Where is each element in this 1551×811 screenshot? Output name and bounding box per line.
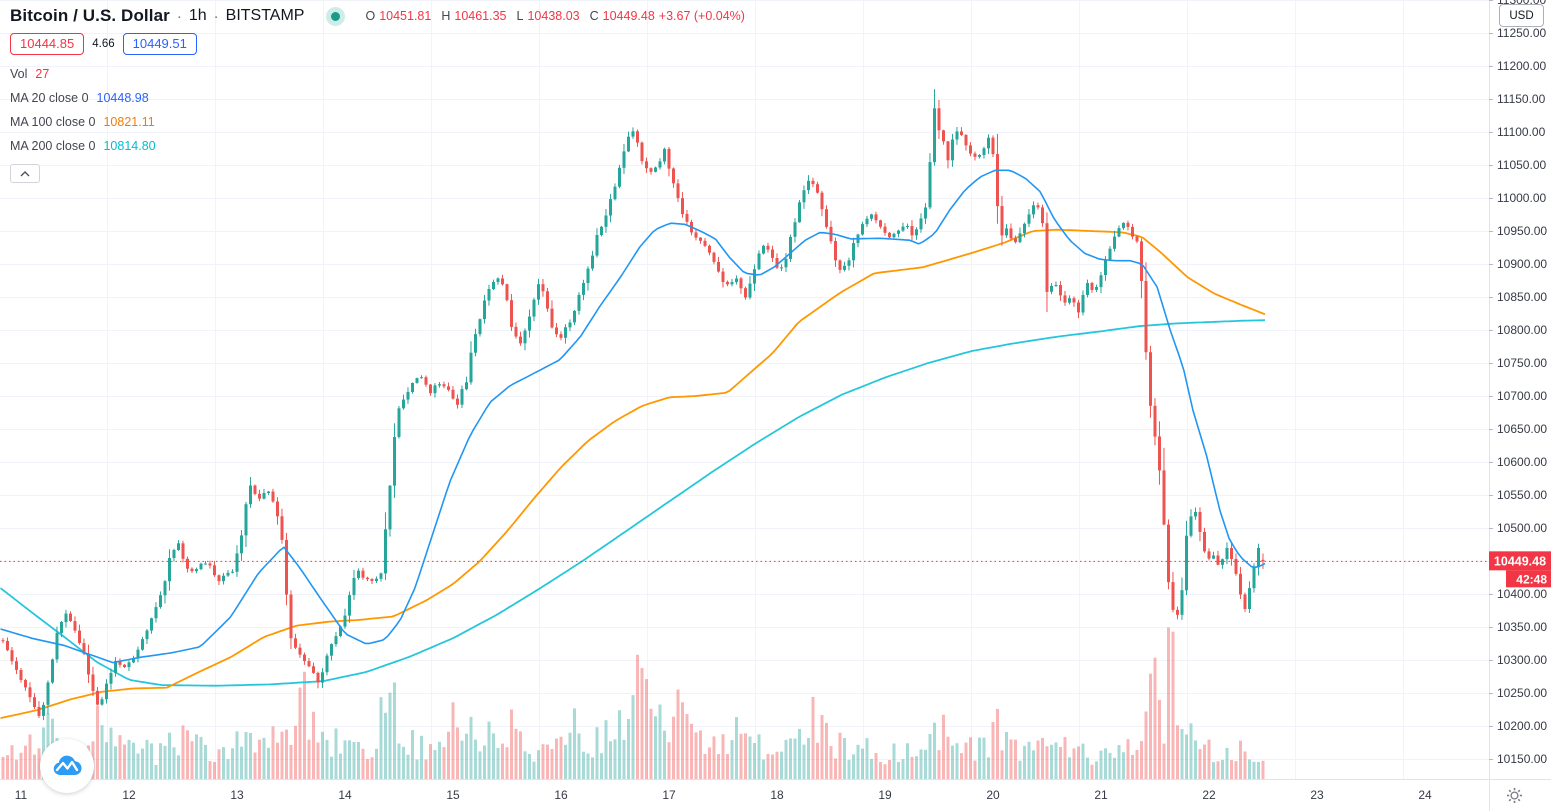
svg-text:11050.00: 11050.00	[1497, 158, 1546, 172]
svg-text:12: 12	[122, 788, 136, 802]
market-status-icon[interactable]	[326, 6, 346, 26]
ma20-line[interactable]	[0, 169, 1266, 664]
svg-text:19: 19	[878, 788, 892, 802]
change-value: +3.67 (+0.04%)	[658, 9, 745, 23]
open-label: O	[365, 9, 376, 23]
countdown-badge	[1506, 570, 1551, 588]
volume-bars-layer	[1, 627, 1265, 779]
svg-text:10950.00: 10950.00	[1497, 224, 1547, 238]
chevron-up-icon	[20, 170, 30, 176]
svg-text:20: 20	[986, 788, 1000, 802]
ma20-label: MA 20 close 0	[10, 91, 89, 105]
svg-text:10550.00: 10550.00	[1497, 488, 1547, 502]
svg-text:10150.00: 10150.00	[1497, 752, 1547, 766]
ma200-line[interactable]	[0, 319, 1266, 687]
svg-text:18: 18	[770, 788, 784, 802]
svg-text:17: 17	[662, 788, 676, 802]
volume-label: Vol	[10, 67, 28, 81]
open-value: 10451.81	[379, 9, 432, 23]
svg-text:10500.00: 10500.00	[1497, 521, 1547, 535]
legend-collapse-button[interactable]	[10, 164, 40, 183]
svg-text:11250.00: 11250.00	[1497, 26, 1546, 40]
high-value: 10461.35	[454, 9, 507, 23]
currency-unit-button[interactable]: USD	[1499, 4, 1544, 27]
ma200-value: 10814.80	[103, 139, 156, 153]
ma100-value: 10821.11	[103, 115, 155, 129]
grid-layer	[0, 0, 1489, 779]
tradingview-logo[interactable]	[40, 739, 94, 793]
ma100-label: MA 100 close 0	[10, 115, 96, 129]
price-axis[interactable]: 11300.00 11250.00 11200.00 11150.00 11100.00…	[1489, 0, 1547, 766]
svg-text:11300.00: 11300.00	[1497, 0, 1546, 7]
svg-text:24: 24	[1418, 788, 1432, 802]
low-label: L	[516, 9, 524, 23]
svg-text:13: 13	[230, 788, 244, 802]
svg-text:23: 23	[1310, 788, 1324, 802]
svg-text:11000.00: 11000.00	[1497, 191, 1546, 205]
svg-text:10200.00: 10200.00	[1497, 719, 1547, 733]
exchange-label: BITSTAMP	[225, 7, 305, 24]
svg-text:10300.00: 10300.00	[1497, 653, 1547, 667]
svg-text:22: 22	[1202, 788, 1216, 802]
svg-text:10750.00: 10750.00	[1497, 356, 1547, 370]
svg-text:10900.00: 10900.00	[1497, 257, 1547, 271]
high-label: H	[441, 9, 451, 23]
svg-text:10850.00: 10850.00	[1497, 290, 1547, 304]
candles-layer	[1, 89, 1265, 721]
volume-legend-row[interactable]: Vol 27	[10, 62, 745, 86]
svg-text:21: 21	[1094, 788, 1108, 802]
svg-text:15: 15	[446, 788, 460, 802]
plot-area[interactable]	[0, 89, 1266, 779]
svg-text:11: 11	[15, 788, 28, 802]
title-separator: ·	[176, 7, 182, 25]
title-separator2: ·	[213, 7, 219, 25]
cloud-mountain-logo-icon	[53, 755, 82, 776]
ma200-legend-row[interactable]: MA 200 close 0 10814.80	[10, 134, 745, 158]
low-value: 10438.03	[527, 9, 580, 23]
svg-text:10700.00: 10700.00	[1497, 389, 1547, 403]
ma100-legend-row[interactable]: MA 100 close 0 10821.11	[10, 110, 745, 134]
svg-text:14: 14	[338, 788, 352, 802]
svg-text:10800.00: 10800.00	[1497, 323, 1547, 337]
gear-icon	[1506, 787, 1522, 803]
time-axis[interactable]: 11 12 13 14 15 16 17 18 19 20 21 22 23 24	[15, 788, 1432, 802]
ohlc-values: O 10451.81 H 10461.35 L 10438.03 C 10449.48 …	[359, 9, 744, 23]
close-value: 10449.48	[602, 9, 655, 23]
close-label: C	[589, 9, 599, 23]
svg-text:10650.00: 10650.00	[1497, 422, 1547, 436]
volume-value: 27	[35, 67, 50, 81]
ma20-legend-row[interactable]: MA 20 close 0 10448.98	[10, 86, 745, 110]
svg-text:11150.00: 11150.00	[1497, 92, 1546, 106]
ma20-value: 10448.98	[96, 91, 149, 105]
spread-value: 4.66	[92, 38, 115, 50]
svg-text:42:48: 42:48	[1516, 572, 1547, 586]
symbol-title[interactable]: Bitcoin / U.S. Dollar	[10, 6, 170, 25]
interval-label[interactable]: 1h	[188, 7, 207, 24]
svg-text:11200.00: 11200.00	[1497, 59, 1546, 73]
svg-text:10350.00: 10350.00	[1497, 620, 1547, 634]
current-price-label: 10449.48 42:48	[1489, 551, 1551, 588]
buy-price-button[interactable]: 10449.51	[122, 33, 197, 55]
axis-settings-gear-icon[interactable]	[1503, 784, 1525, 806]
svg-text:10250.00: 10250.00	[1497, 686, 1547, 700]
svg-text:10600.00: 10600.00	[1497, 455, 1547, 469]
svg-text:10400.00: 10400.00	[1497, 587, 1547, 601]
ma100-line[interactable]	[0, 228, 1266, 719]
svg-text:11100.00: 11100.00	[1497, 125, 1546, 139]
sell-price-button[interactable]: 10444.85	[10, 33, 85, 55]
ma200-label: MA 200 close 0	[10, 139, 96, 153]
svg-text:16: 16	[554, 788, 568, 802]
svg-text:10449.48: 10449.48	[1494, 554, 1546, 568]
